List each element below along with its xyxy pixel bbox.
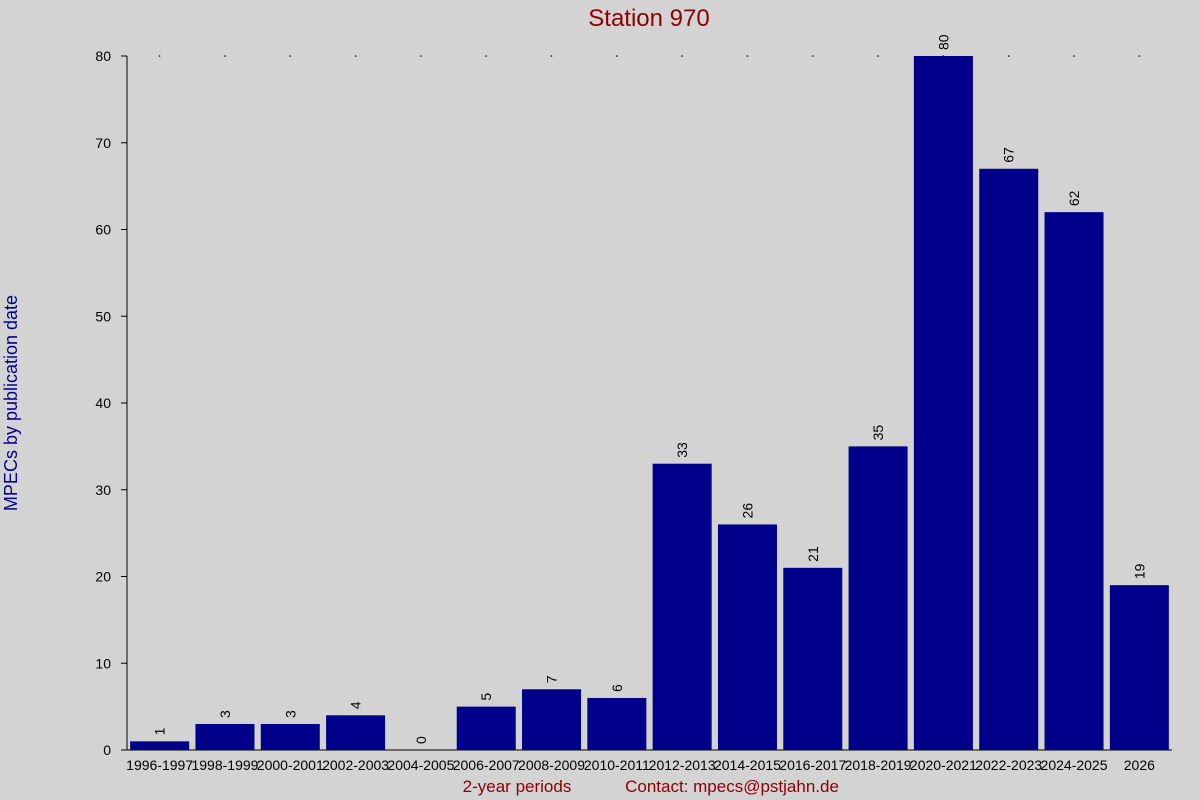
data-label: 4 <box>348 701 364 709</box>
chart-title: Station 970 <box>588 5 709 32</box>
bar <box>195 723 255 750</box>
y-tick-label: 40 <box>95 395 111 411</box>
bar <box>717 524 777 750</box>
x-tick-label: 2024-2025 <box>1041 757 1108 773</box>
data-label: 62 <box>1066 190 1082 206</box>
x-tick-label: 2012-2013 <box>649 757 716 773</box>
data-label: 21 <box>805 546 821 562</box>
bar <box>848 446 908 750</box>
top-dot <box>877 55 879 57</box>
data-label: 80 <box>935 34 951 50</box>
y-tick-label: 60 <box>95 222 111 238</box>
x-tick-label: 2014-2015 <box>714 757 781 773</box>
bar <box>260 723 320 750</box>
top-dot <box>354 55 357 57</box>
bar <box>456 706 516 750</box>
top-dot <box>681 55 683 57</box>
data-label: 26 <box>739 503 755 519</box>
top-dot <box>420 55 422 57</box>
top-dot <box>616 55 618 57</box>
bar <box>326 715 386 750</box>
top-dot <box>158 55 161 57</box>
top-dot <box>289 55 292 57</box>
x-tick-label: 2008-2009 <box>518 757 585 773</box>
y-tick-label: 70 <box>95 135 111 151</box>
x-tick-label: 2000-2001 <box>257 757 324 773</box>
bar <box>652 463 712 750</box>
data-label: 33 <box>674 442 690 458</box>
x-tick-label: 2020-2021 <box>910 757 977 773</box>
y-tick-label: 50 <box>95 308 111 324</box>
data-label: 0 <box>413 736 429 744</box>
data-label: 67 <box>1001 147 1017 163</box>
bar <box>783 567 843 750</box>
data-label: 35 <box>870 425 886 441</box>
bar <box>522 689 582 750</box>
y-tick-label: 0 <box>103 742 111 758</box>
bar <box>587 697 647 750</box>
data-label: 3 <box>282 710 298 718</box>
top-dot <box>1073 55 1075 57</box>
x-tick-label: 2026 <box>1124 757 1155 773</box>
data-label: 6 <box>609 684 625 692</box>
top-dot <box>1138 55 1141 57</box>
x-tick-label: 2022-2023 <box>975 757 1042 773</box>
y-axis-label: MPECs by publication date <box>1 295 21 511</box>
x-tick-label: 2004-2005 <box>387 757 454 773</box>
data-label: 19 <box>1131 563 1147 579</box>
top-dot <box>1007 55 1010 57</box>
contact: Contact: mpecs@pstjahn.de <box>625 777 839 796</box>
data-label: 3 <box>217 710 233 718</box>
data-label: 7 <box>544 675 560 683</box>
x-tick-label: 2016-2017 <box>779 757 846 773</box>
top-dot <box>550 55 553 57</box>
x-axis-label: 2-year periods <box>463 777 572 796</box>
data-label: 5 <box>478 693 494 701</box>
y-tick-label: 30 <box>95 482 111 498</box>
x-tick-label: 1996-1997 <box>126 757 193 773</box>
y-tick-label: 10 <box>95 655 111 671</box>
x-tick-label: 2006-2007 <box>453 757 520 773</box>
bar <box>130 741 190 750</box>
top-dot <box>811 55 814 57</box>
bar <box>979 168 1039 750</box>
bar <box>1109 585 1169 750</box>
y-tick-label: 80 <box>95 48 111 64</box>
top-dot <box>485 55 488 57</box>
bar <box>1044 212 1104 750</box>
top-dot <box>746 55 749 57</box>
data-label: 1 <box>152 727 168 735</box>
x-tick-label: 2002-2003 <box>322 757 389 773</box>
x-tick-label: 2018-2019 <box>845 757 912 773</box>
y-tick-label: 20 <box>95 569 111 585</box>
bar <box>913 56 973 750</box>
x-tick-label: 2010-2011 <box>584 757 650 773</box>
top-dot <box>224 55 226 57</box>
x-tick-label: 1998-1999 <box>191 757 258 773</box>
